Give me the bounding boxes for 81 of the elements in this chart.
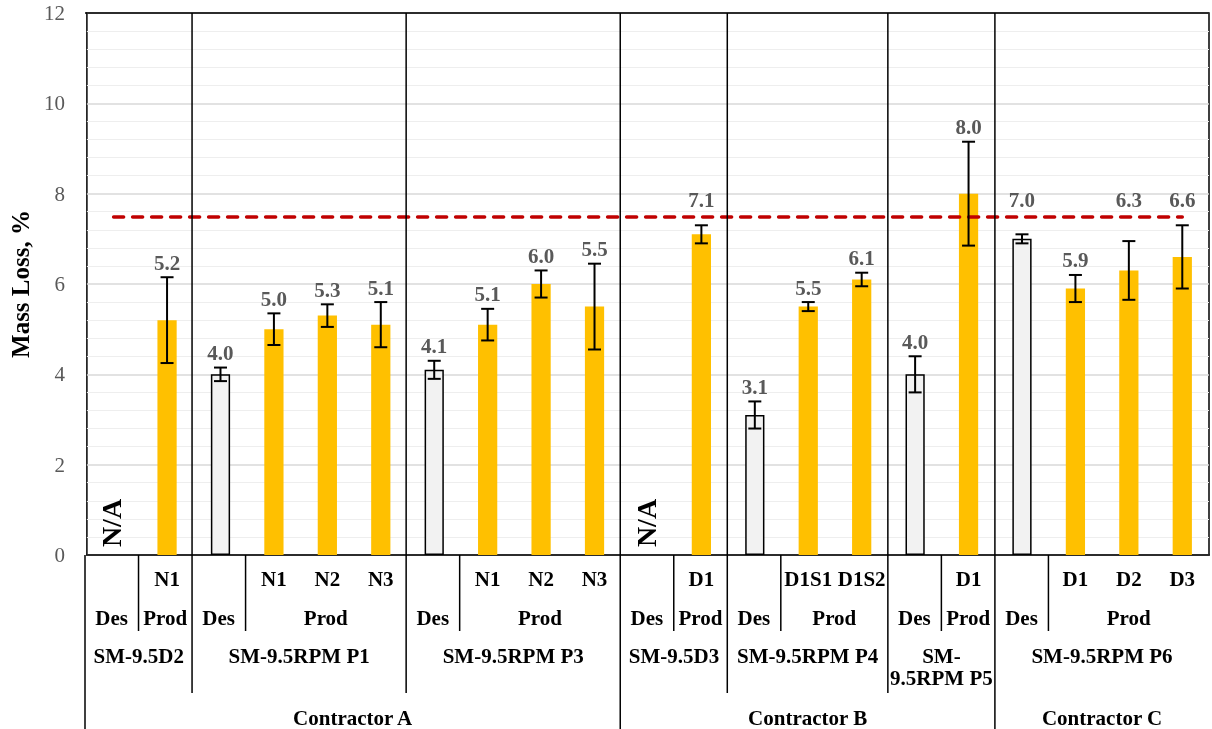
data-label: 3.1 [741, 374, 768, 399]
bar [531, 284, 551, 555]
data-label: 5.1 [367, 275, 394, 300]
x-tick-label: N1 [261, 566, 287, 591]
text: Contractor B [748, 706, 868, 729]
bar [371, 324, 391, 555]
data-label: 5.5 [795, 275, 822, 300]
text: SM-9.5RPM P3 [442, 644, 584, 668]
text: Prod [143, 606, 188, 630]
data-label: 7.1 [688, 187, 715, 212]
bar [852, 279, 872, 555]
text: Contractor C [1041, 706, 1163, 729]
text: Prod [517, 606, 562, 630]
text: SM-9.5RPM P6 [1031, 644, 1173, 668]
text: SM-9.5D3 [628, 644, 720, 668]
bar [1172, 256, 1192, 555]
bar [958, 193, 979, 555]
x-tick-label: D2 [1116, 566, 1142, 591]
x-tick-label: D1S2 [837, 566, 886, 591]
data-label: 6.6 [1169, 187, 1196, 212]
y-tick-label: 0 [54, 543, 65, 567]
data-label: 8.0 [955, 115, 982, 140]
text: Prod [1106, 606, 1151, 630]
bar [264, 329, 284, 555]
bar [584, 306, 605, 555]
y-tick-label: 8 [54, 181, 65, 206]
x-tick-label: N1 [154, 566, 180, 591]
annotation: N/A [95, 498, 127, 548]
text: Des [202, 606, 235, 630]
y-tick-label: 2 [54, 452, 65, 477]
text: Des [95, 606, 128, 630]
text: Des [898, 606, 931, 630]
text: SM-9.5RPM P1 [228, 644, 370, 668]
data-label: 4.1 [421, 334, 448, 359]
y-tick-label: 10 [43, 91, 65, 116]
x-tick-label: N2 [528, 566, 554, 591]
data-label: 4.0 [901, 329, 929, 354]
bar [691, 234, 711, 555]
data-label: 5.5 [581, 237, 608, 262]
text: Des [416, 606, 450, 630]
x-tick-label: D1 [688, 566, 715, 591]
y-tick-label: 12 [43, 1, 65, 25]
x-tick-label: N3 [581, 566, 608, 591]
x-tick-label: N3 [367, 566, 394, 591]
text: SM-9.5D2 [93, 644, 184, 668]
x-tick-label: D1S1 [784, 566, 833, 591]
annotation: N/A [631, 498, 663, 548]
y-tick-label: 6 [54, 272, 65, 296]
bar [317, 315, 337, 555]
data-label: 5.9 [1062, 248, 1089, 273]
data-label: 6.3 [1115, 187, 1142, 212]
data-label: 6.1 [848, 246, 875, 271]
text: Prod [946, 606, 991, 630]
bar [798, 306, 818, 555]
data-label: 4.0 [207, 341, 234, 366]
data-label: 7.0 [1008, 187, 1036, 212]
bar [1119, 270, 1139, 555]
bar [157, 320, 177, 555]
text: SM-9.5RPM P5 [889, 644, 994, 690]
x-tick-label: N2 [314, 566, 341, 591]
data-label: 5.0 [260, 286, 288, 311]
x-tick-label: D1 [955, 566, 982, 591]
text: Contractor A [293, 706, 413, 729]
text: SM-9.5RPM P4 [737, 644, 879, 668]
text: Prod [303, 606, 348, 630]
bar [1065, 288, 1086, 555]
y-tick-label: 4 [54, 362, 66, 387]
text: Prod [812, 606, 857, 630]
text: Des [630, 606, 664, 630]
text: Prod [678, 606, 723, 630]
bar [478, 324, 498, 555]
x-tick-label: D3 [1169, 566, 1196, 591]
text: Des [1005, 606, 1038, 630]
data-label: 5.2 [153, 250, 181, 275]
y-axis-title: Mass Loss, % [7, 210, 34, 358]
x-tick-label: N1 [474, 566, 501, 591]
data-label: 6.0 [527, 243, 555, 268]
data-label: 5.1 [474, 282, 501, 307]
x-tick-label: D1 [1062, 566, 1089, 591]
text: Des [737, 606, 771, 630]
data-label: 5.3 [314, 277, 341, 302]
